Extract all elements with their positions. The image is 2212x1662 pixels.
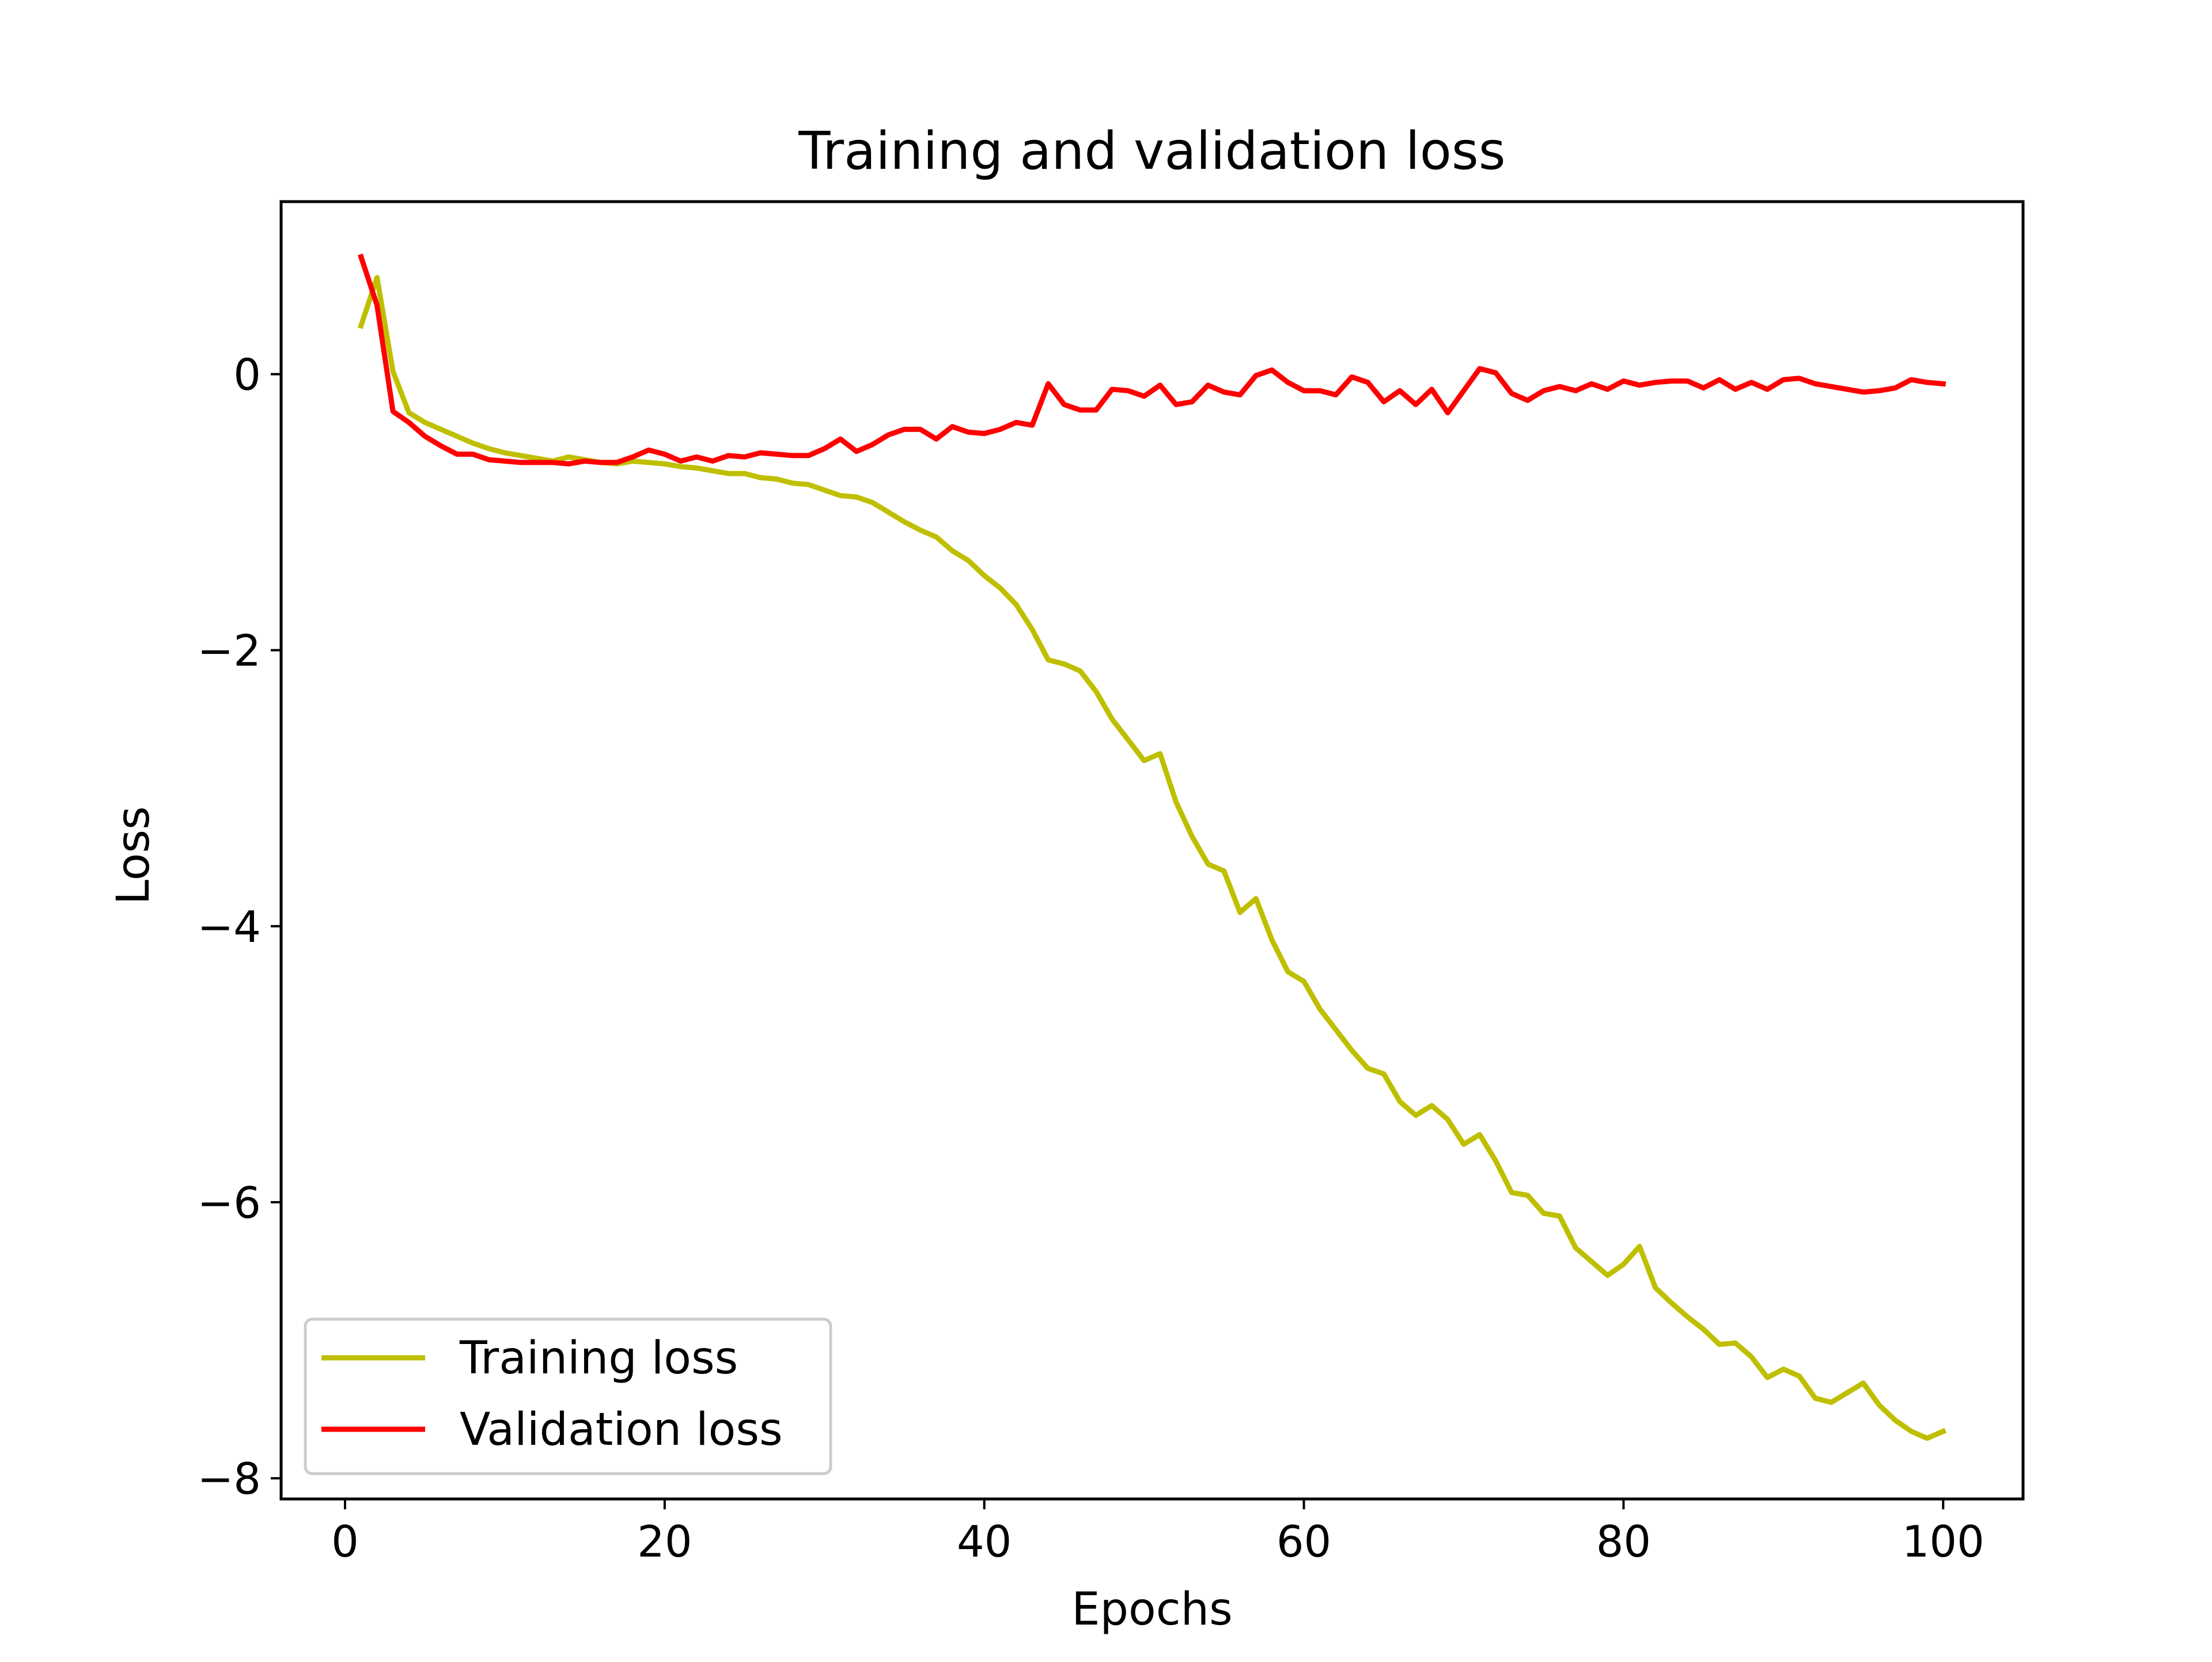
y-tick-label: −4 [197,902,261,952]
chart-title: Training and validation loss [798,121,1505,181]
plot-area-frame [279,200,2025,1501]
y-tick-label: −2 [197,626,261,676]
legend-label-validation-loss: Validation loss [460,1404,783,1456]
lines-layer [358,253,1947,1441]
x-tick-label: 100 [1902,1516,1984,1567]
legend-box [304,1318,832,1475]
series-line-training-loss [358,275,1947,1441]
x-tick-label: 20 [637,1516,692,1567]
series-line-validation-loss [358,253,1946,467]
x-axis-label: Epochs [1071,1584,1232,1636]
y-tick-label: 0 [233,349,261,400]
y-tick-label: −8 [197,1453,261,1504]
y-tick-label: −6 [197,1178,261,1228]
x-tick-label: 60 [1277,1516,1331,1567]
legend: Training loss Validation loss [304,1318,832,1475]
x-tick-label: 80 [1596,1516,1651,1567]
y-axis-label: Loss [108,806,160,904]
ticks-layer: 0 20 40 60 80 100 0 −2 −4 −6 −8 [197,349,1984,1567]
legend-label-training-loss: Training loss [459,1332,738,1384]
x-tick-label: 40 [957,1516,1012,1567]
x-tick-label: 0 [331,1516,359,1567]
